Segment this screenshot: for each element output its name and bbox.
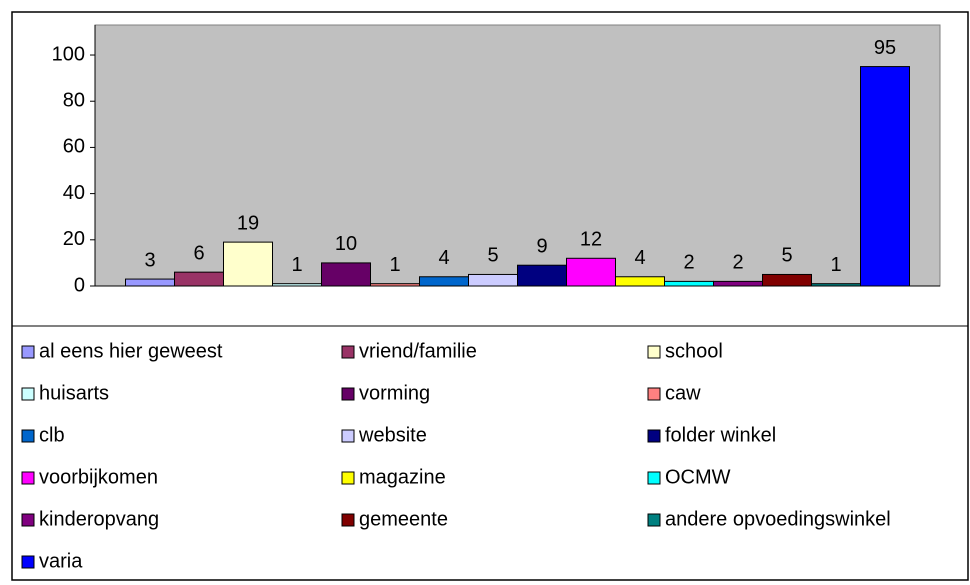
value-label: 12 bbox=[580, 229, 602, 251]
value-label: 1 bbox=[830, 254, 841, 276]
legend-label: folder winkel bbox=[665, 424, 776, 446]
value-label: 9 bbox=[536, 235, 547, 257]
legend-label: vorming bbox=[359, 382, 430, 404]
bar bbox=[272, 283, 322, 287]
bar bbox=[713, 280, 763, 287]
legend-label: kinderopvang bbox=[39, 508, 159, 530]
bar bbox=[762, 273, 812, 287]
legend-swatch bbox=[647, 471, 661, 485]
legend-swatch bbox=[647, 387, 661, 401]
y-tick-label: 80 bbox=[63, 90, 85, 112]
bar bbox=[566, 257, 616, 287]
legend-label: website bbox=[358, 424, 427, 446]
bar bbox=[664, 280, 714, 287]
value-label: 4 bbox=[634, 247, 645, 269]
bar bbox=[615, 276, 665, 287]
y-tick-label: 40 bbox=[63, 182, 85, 204]
value-label: 1 bbox=[291, 254, 302, 276]
legend-swatch bbox=[21, 555, 35, 569]
bar bbox=[321, 262, 371, 287]
legend-swatch bbox=[21, 387, 35, 401]
bar bbox=[174, 271, 224, 287]
legend-swatch bbox=[341, 513, 355, 527]
legend-swatch bbox=[21, 345, 35, 359]
value-label: 6 bbox=[193, 242, 204, 264]
legend-label: gemeente bbox=[359, 508, 448, 530]
bar bbox=[223, 241, 273, 287]
value-label: 2 bbox=[732, 252, 743, 274]
legend-label: al eens hier geweest bbox=[39, 340, 223, 362]
legend-swatch bbox=[341, 471, 355, 485]
bar bbox=[860, 66, 910, 287]
value-label: 3 bbox=[144, 249, 155, 271]
legend-swatch bbox=[341, 429, 355, 443]
y-tick-label: 0 bbox=[74, 274, 85, 296]
legend-label: huisarts bbox=[39, 382, 109, 404]
legend-label: andere opvoedingswinkel bbox=[665, 508, 891, 530]
y-tick-label: 100 bbox=[52, 43, 85, 65]
bar bbox=[370, 283, 420, 287]
value-label: 5 bbox=[487, 245, 498, 267]
value-label: 19 bbox=[237, 212, 259, 234]
y-tick-label: 60 bbox=[63, 136, 85, 158]
legend-label: magazine bbox=[359, 466, 446, 488]
bar bbox=[468, 273, 518, 287]
legend-swatch bbox=[341, 345, 355, 359]
legend-label: varia bbox=[39, 550, 83, 572]
legend-swatch bbox=[21, 513, 35, 527]
value-label: 2 bbox=[683, 252, 694, 274]
legend-swatch bbox=[647, 513, 661, 527]
value-label: 95 bbox=[874, 37, 896, 59]
legend-label: school bbox=[665, 340, 723, 362]
value-label: 1 bbox=[389, 254, 400, 276]
legend-label: clb bbox=[39, 424, 65, 446]
legend-label: voorbijkomen bbox=[39, 466, 158, 488]
legend-swatch bbox=[647, 345, 661, 359]
bar bbox=[125, 278, 175, 287]
bar bbox=[811, 283, 861, 287]
value-label: 4 bbox=[438, 247, 449, 269]
plot-area bbox=[94, 24, 941, 287]
bar bbox=[517, 264, 567, 287]
legend-swatch bbox=[21, 429, 35, 443]
bar bbox=[419, 276, 469, 287]
legend-swatch bbox=[647, 429, 661, 443]
legend-label: caw bbox=[665, 382, 701, 404]
value-label: 10 bbox=[335, 233, 357, 255]
legend-label: vriend/familie bbox=[359, 340, 477, 362]
value-label: 5 bbox=[781, 245, 792, 267]
legend-swatch bbox=[21, 471, 35, 485]
legend-label: OCMW bbox=[665, 466, 731, 488]
legend-swatch bbox=[341, 387, 355, 401]
y-tick-label: 20 bbox=[63, 228, 85, 250]
